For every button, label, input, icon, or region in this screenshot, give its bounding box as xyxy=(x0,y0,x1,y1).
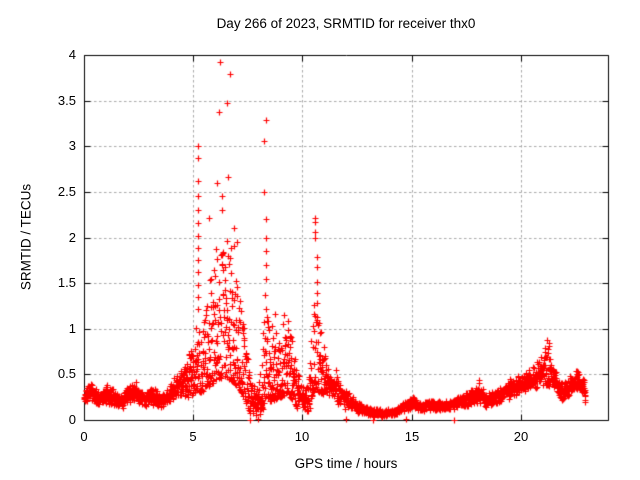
x-tick-label: 20 xyxy=(513,429,529,444)
y-tick-label: 1 xyxy=(68,321,76,336)
x-tick-label: 0 xyxy=(80,429,88,444)
y-tick-label: 4 xyxy=(68,47,76,62)
y-tick-label: 2.5 xyxy=(57,184,76,199)
x-tick-label: 5 xyxy=(189,429,197,444)
y-tick-label: 1.5 xyxy=(57,275,76,290)
y-tick-label: 0 xyxy=(68,412,76,427)
y-tick-label: 0.5 xyxy=(57,366,76,381)
chart-title: Day 266 of 2023, SRMTID for receiver thx… xyxy=(216,16,476,31)
x-axis-label: GPS time / hours xyxy=(294,456,398,471)
x-tick-label: 10 xyxy=(294,429,310,444)
x-tick-label: 15 xyxy=(404,429,420,444)
y-tick-label: 3 xyxy=(68,138,76,153)
y-tick-label: 2 xyxy=(68,230,76,245)
y-tick-label: 3.5 xyxy=(57,93,76,108)
